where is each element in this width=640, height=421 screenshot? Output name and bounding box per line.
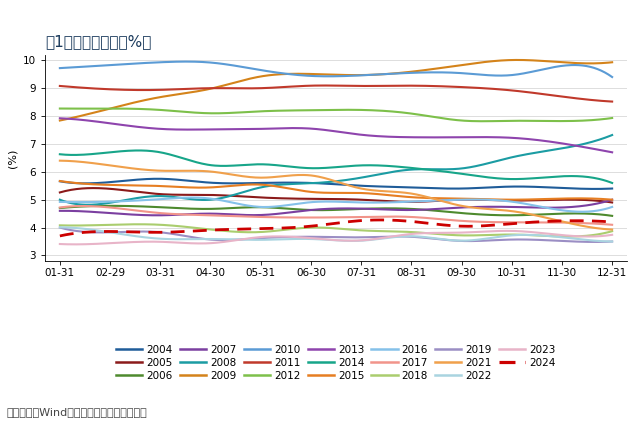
Legend: 2004, 2005, 2006, 2007, 2008, 2009, 2010, 2011, 2012, 2013, 2014, 2015, 2016, 20: 2004, 2005, 2006, 2007, 2008, 2009, 2010… — [116, 345, 556, 381]
Text: 图1：美国失业率（%）: 图1：美国失业率（%） — [45, 35, 151, 49]
Y-axis label: (%): (%) — [7, 148, 17, 168]
Text: 数据来源：Wind，广发证券发展研究中心。: 数据来源：Wind，广发证券发展研究中心。 — [6, 407, 147, 417]
